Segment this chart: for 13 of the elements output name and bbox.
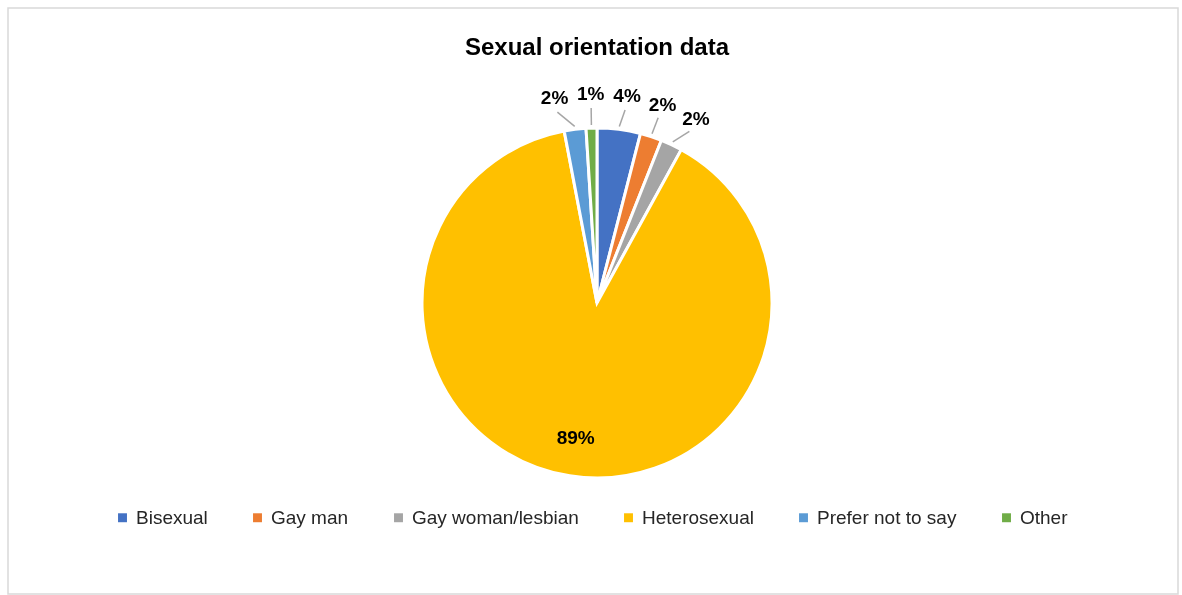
data-label: 4% xyxy=(613,85,641,107)
chart-title: Sexual orientation data xyxy=(464,33,730,60)
data-label: 89% xyxy=(556,426,595,448)
data-label: 2% xyxy=(682,107,710,129)
legend-label: Prefer not to say xyxy=(817,506,957,528)
legend-label: Bisexual xyxy=(136,506,208,528)
legend-label: Gay man xyxy=(271,506,349,528)
legend-label: Other xyxy=(1020,506,1069,528)
data-label: 1% xyxy=(576,83,605,105)
data-label: 2% xyxy=(540,87,569,109)
data-label: 2% xyxy=(648,93,677,115)
legend-label: Gay woman/lesbian xyxy=(412,506,579,528)
legend-label: Heterosexual xyxy=(642,506,754,528)
